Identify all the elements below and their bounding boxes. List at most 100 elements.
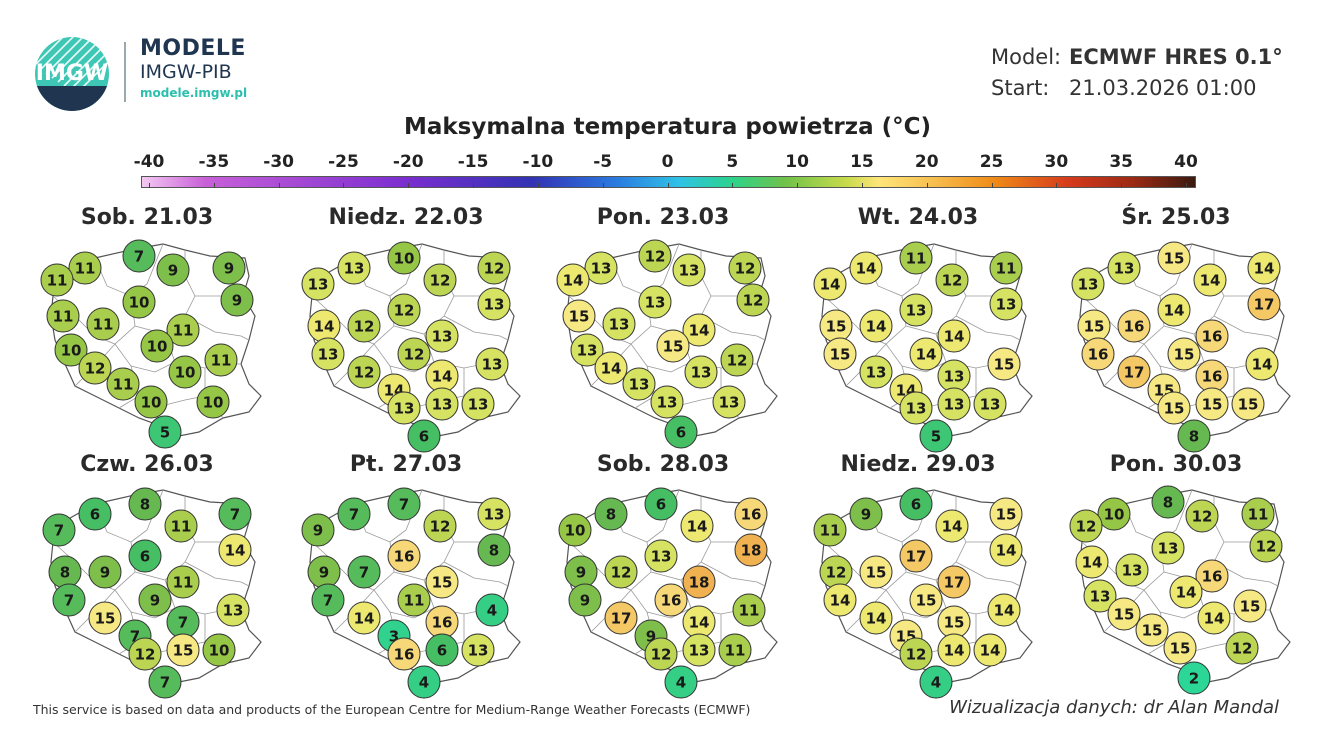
scale-tick-mark [602,183,604,188]
temperature-marker: 12 [477,251,511,285]
temperature-marker: 13 [859,355,893,389]
temperature-marker: 16 [654,583,688,617]
temperature-marker: 14 [680,509,714,543]
temperature-marker: 16 [734,497,768,531]
temperature-marker: 4 [475,593,509,627]
temperature-marker: 14 [1169,575,1203,609]
imgw-logo: IMGW [34,36,110,112]
temperature-marker: 12 [1069,509,1103,543]
brand-url[interactable]: modele.imgw.pl [140,86,248,100]
temperature-marker: 12 [423,263,457,297]
day-title: Śr. 25.03 [1121,205,1231,230]
scale-tick-mark [213,183,215,188]
forecast-map: 13 15 14 14 13 17 14 15 16 16 16 15 14 17 16 15 15 15 15 8 [1064,236,1300,453]
temperature-marker: 14 [937,319,971,353]
brand-block: MODELE IMGW-PIB modele.imgw.pl [140,38,248,100]
model-info: Model: ECMWF HRES 0.1° Start: 21.03.2026 0… [991,42,1283,104]
temperature-marker: 10 [140,329,174,363]
temperature-marker: 13 [973,387,1007,421]
temperature-marker: 7 [42,513,76,547]
temperature-marker: 13 [644,539,678,573]
model-label: Model: [991,45,1062,69]
temperature-marker: 7 [311,583,345,617]
day-title: Niedz. 22.03 [328,205,484,230]
scale-tick-label: -25 [328,152,359,172]
temperature-marker: 12 [638,239,672,273]
temperature-marker: 18 [682,565,716,599]
temperature-marker: 12 [720,343,754,377]
day-title: Pon. 23.03 [596,205,730,230]
temperature-marker: 16 [1081,337,1115,371]
temperature-marker: 12 [736,283,770,317]
temperature-marker: 11 [718,633,752,667]
temperature-marker: 10 [54,333,88,367]
temperature-marker: 15 [823,337,857,371]
temperature-marker: 15 [656,329,690,363]
temperature-marker: 13 [475,347,509,381]
temperature-marker: 16 [387,539,421,573]
temperature-marker: 14 [1193,263,1227,297]
temperature-marker: 10 [134,385,168,419]
temperature-marker: 8 [128,487,162,521]
start-value: 21.03.2026 01:00 [1069,76,1257,100]
temperature-marker: 12 [728,251,762,285]
temperature-marker: 13 [301,267,335,301]
temperature-marker: 17 [1247,287,1281,321]
temperature-marker: 13 [989,287,1023,321]
temperature-marker: 11 [989,251,1023,285]
temperature-marker: 12 [423,509,457,543]
scale-tick-label: -30 [263,152,294,172]
scale-tick-label: -20 [392,152,424,172]
temperature-marker: 7 [166,605,200,639]
temperature-marker: 13 [602,307,636,341]
scale-tick-mark [278,183,280,188]
temperature-marker: 16 [1195,319,1229,353]
temperature-marker: 13 [622,367,656,401]
temperature-marker: 7 [148,665,182,699]
temperature-marker: 7 [218,497,252,531]
temperature-marker: 16 [425,605,459,639]
temperature-marker: 10 [387,241,421,275]
temperature-marker: 15 [562,299,596,333]
temperature-marker: 13 [638,285,672,319]
scale-tick-label: 5 [726,152,739,172]
temperature-marker: 11 [106,367,140,401]
temperature-marker: 9 [849,497,883,531]
temperature-marker: 15 [1135,613,1169,647]
temperature-marker: 13 [1151,531,1185,565]
temperature-marker: 12 [899,637,933,671]
temperature-marker: 13 [461,633,495,667]
temperature-marker: 13 [650,385,684,419]
scale-tick-mark [343,183,345,188]
temperature-marker: 11 [813,513,847,547]
temperature-marker: 15 [1195,387,1229,421]
temperature-marker: 14 [909,337,943,371]
day-title: Wt. 24.03 [857,205,979,230]
temperature-marker: 11 [86,307,120,341]
temperature-marker: 15 [1167,337,1201,371]
temperature-marker: 14 [556,263,590,297]
temperature-marker: 12 [1185,499,1219,533]
temperature-marker: 11 [1241,497,1275,531]
temperature-marker: 13 [937,387,971,421]
temperature-marker: 15 [909,583,943,617]
temperature-marker: 14 [859,601,893,635]
temperature-marker: 11 [204,343,238,377]
scale-tick-label: -5 [593,152,613,172]
temperature-marker: 12 [644,637,678,671]
temperature-marker: 11 [46,299,80,333]
temperature-marker: 15 [819,309,853,343]
temperature-marker: 16 [1195,359,1229,393]
scale-tick-mark [149,183,150,188]
forecast-map: 7 7 12 13 9 8 16 9 7 15 7 11 4 14 16 3 6 13 16 4 [294,482,530,699]
scale-tick-mark [1121,183,1123,188]
temperature-marker: 15 [1077,309,1111,343]
temperature-marker: 12 [128,637,162,671]
temperature-marker: 15 [1157,391,1191,425]
forecast-map: 14 11 12 11 14 13 13 15 14 14 15 14 15 13 13 14 13 13 13 5 [806,236,1042,453]
temperature-marker: 7 [347,555,381,589]
temperature-marker: 7 [52,583,86,617]
temperature-marker: 17 [1117,355,1151,389]
temperature-marker: 12 [387,293,421,327]
temperature-marker: 10 [202,633,236,667]
